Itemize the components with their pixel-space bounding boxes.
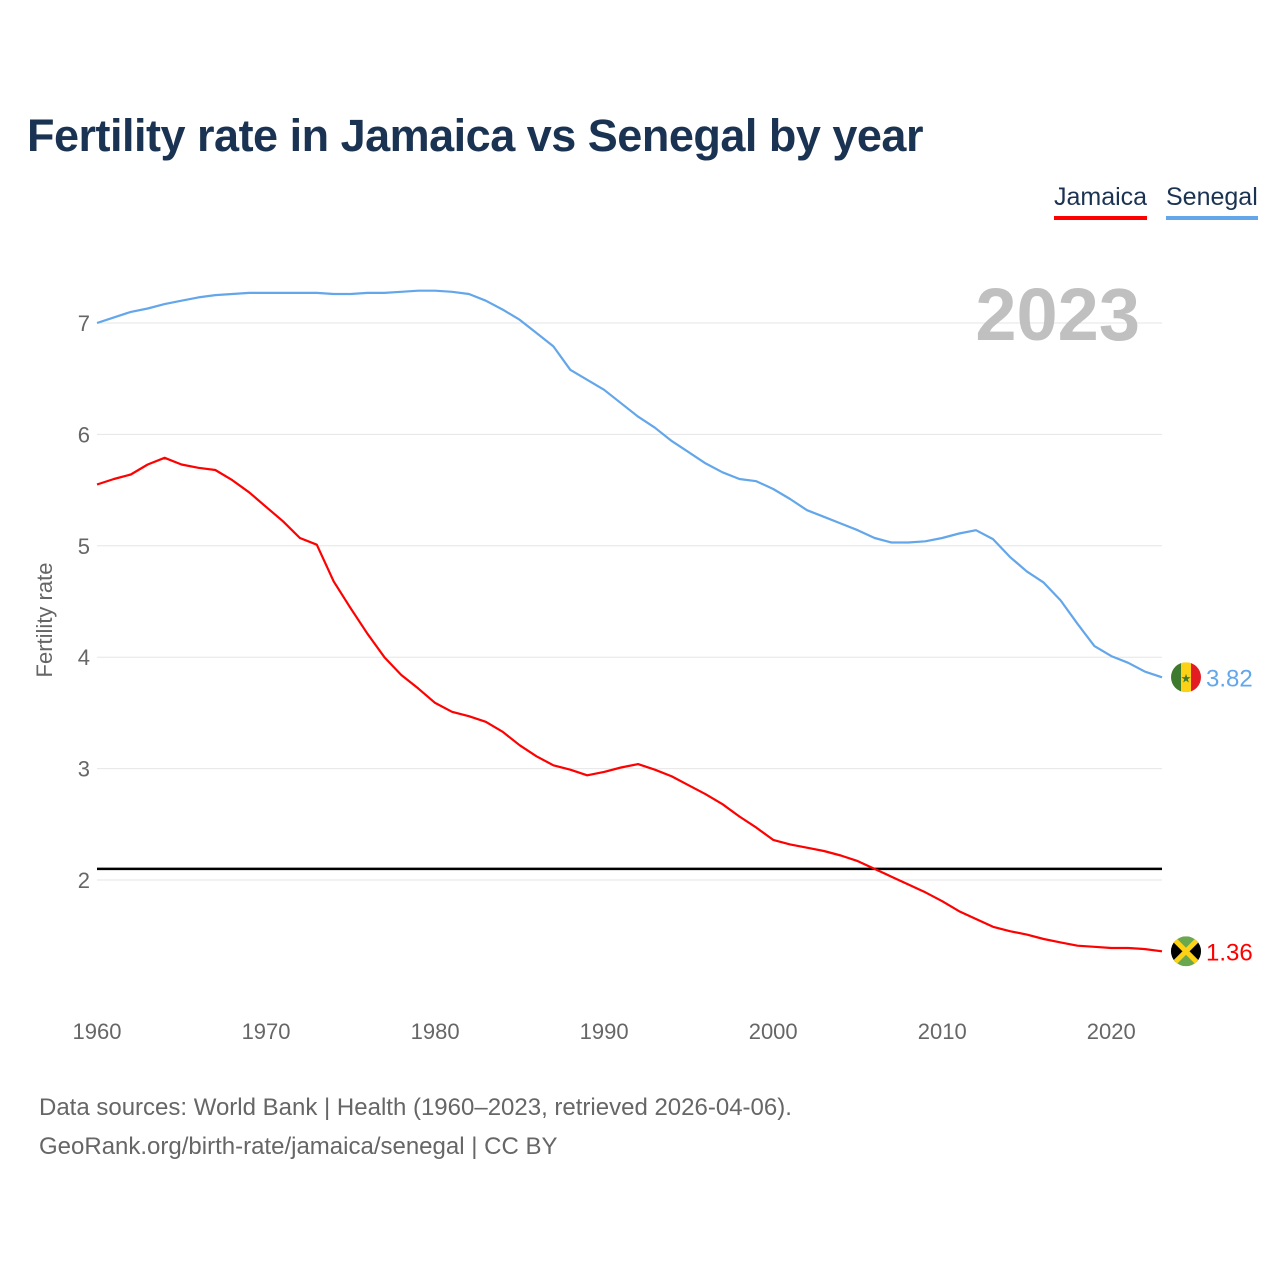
flag-triangle: [1171, 936, 1186, 967]
flag-triangle: [1186, 936, 1201, 967]
flag-star: ★: [1181, 671, 1192, 685]
x-tick-label: 2020: [1087, 1019, 1136, 1044]
end-value-label: 3.82: [1206, 665, 1253, 692]
flag-stripe: [1181, 662, 1191, 693]
x-tick-label: 2000: [749, 1019, 798, 1044]
source-line: Data sources: World Bank | Health (1960–…: [39, 1094, 792, 1121]
y-tick-label: 4: [78, 645, 90, 670]
legend-jamaica[interactable]: Jamaica: [1054, 183, 1148, 220]
jamaica-flag-icon: [1171, 936, 1201, 967]
series-line-senegal: [96, 289, 1163, 679]
y-tick-label: 7: [78, 311, 90, 336]
end-value-label: 1.36: [1206, 939, 1253, 966]
series-line-jamaica: [96, 456, 1163, 953]
y-tick-label: 5: [78, 534, 90, 559]
x-tick-label: 1960: [73, 1019, 122, 1044]
y-tick-label: 2: [78, 868, 90, 893]
y-tick-label: 3: [78, 757, 90, 782]
chart-title: Fertility rate in Jamaica vs Senegal by …: [27, 110, 923, 161]
x-tick-label: 1990: [580, 1019, 629, 1044]
legend-senegal[interactable]: Senegal: [1166, 183, 1258, 220]
source-note: Data sources: World Bank | Health (1960–…: [39, 1088, 792, 1166]
senegal-flag-icon: ★: [1171, 662, 1201, 693]
flag-saltire: [1171, 936, 1201, 967]
source-url[interactable]: GeoRank.org/birth-rate/jamaica/senegal |…: [39, 1133, 558, 1160]
y-axis-label: Fertility rate: [32, 563, 57, 678]
flag-stripe: [1191, 662, 1201, 693]
flag-stripe: [1171, 662, 1181, 693]
x-tick-label: 2010: [918, 1019, 967, 1044]
year-watermark: 2023: [975, 273, 1140, 356]
x-tick-label: 1970: [242, 1019, 291, 1044]
x-tick-label: 1980: [411, 1019, 460, 1044]
y-tick-label: 6: [78, 422, 90, 447]
